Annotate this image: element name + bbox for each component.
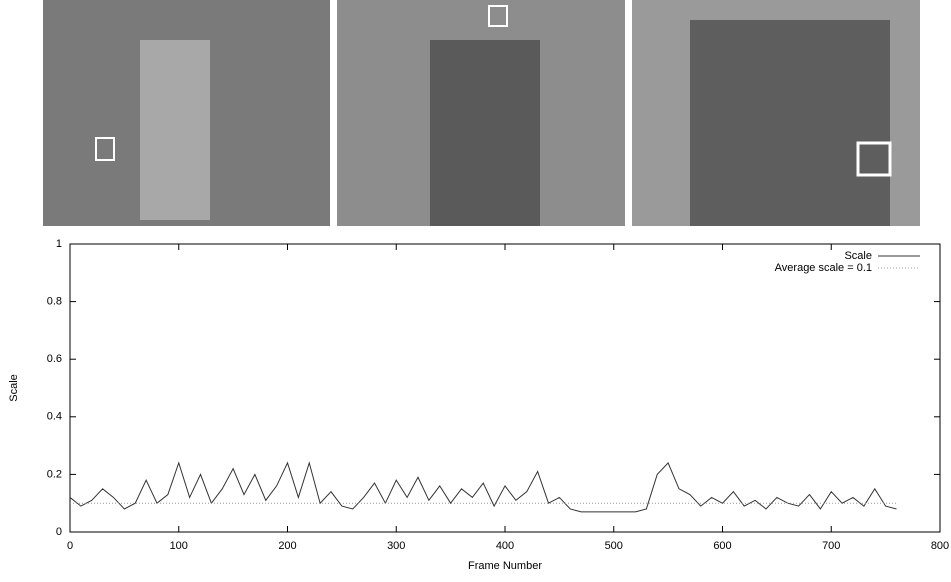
y-axis-label: Scale [8, 374, 20, 402]
plot-frame [69, 243, 941, 533]
x-axis-label: Frame Number [468, 560, 542, 572]
series-line [69, 461, 897, 513]
x-tick-label: 600 [713, 540, 731, 552]
x-tick-label: 700 [822, 540, 840, 552]
y-tick-label: 0 [56, 526, 62, 538]
tracking-box [856, 141, 892, 177]
photo-person [430, 40, 540, 226]
x-tick-label: 100 [170, 540, 188, 552]
y-tick-label: 0.8 [47, 296, 62, 308]
y-tick-label: 1 [56, 238, 62, 250]
x-tick-label: 200 [278, 540, 296, 552]
photos [43, 0, 920, 226]
x-tick-label: 500 [605, 540, 623, 552]
x-tick-label: 800 [931, 540, 949, 552]
tracking-box [488, 5, 508, 27]
y-tick-label: 0.4 [47, 411, 62, 423]
y-tick-label: 0.2 [47, 468, 62, 480]
y-tick-label: 0.6 [47, 353, 62, 365]
photo-person [690, 20, 890, 226]
tracking-box [95, 137, 115, 161]
legend-label: Average scale = 0.1 [775, 262, 872, 274]
x-tick-label: 400 [496, 540, 514, 552]
legend-label: Scale [844, 250, 872, 262]
photo-person [140, 40, 210, 220]
x-tick-label: 300 [387, 540, 405, 552]
x-tick-label: 0 [67, 540, 73, 552]
